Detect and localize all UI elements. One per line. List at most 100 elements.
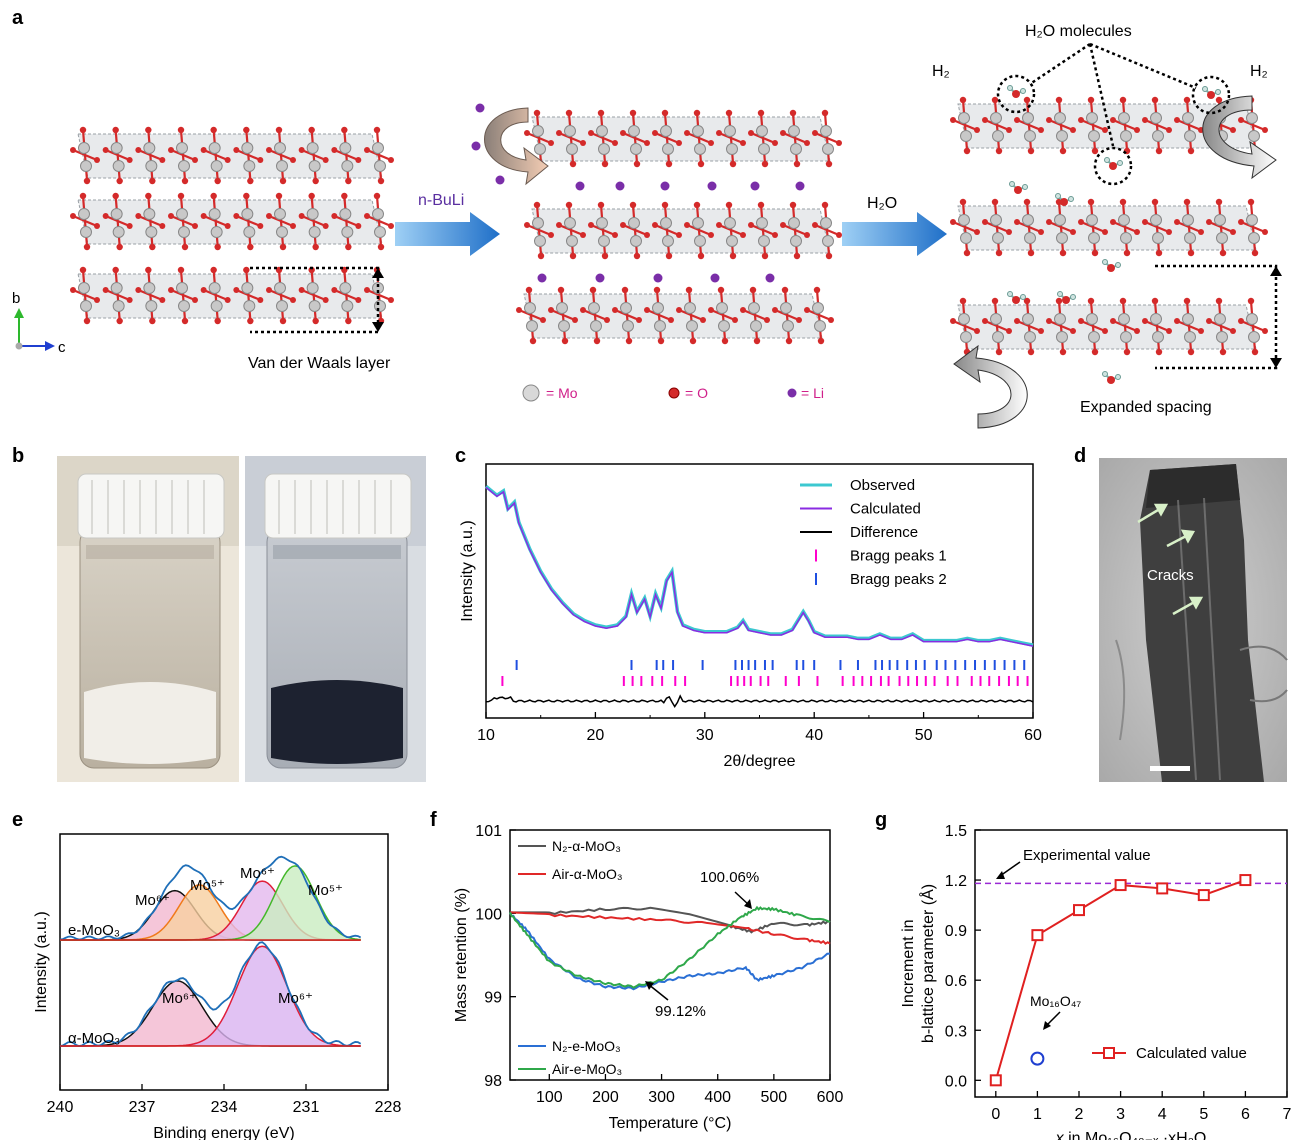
o-atom <box>200 213 207 219</box>
o-atom <box>748 130 754 136</box>
mo-atom <box>1022 313 1034 325</box>
o-atom <box>685 286 693 294</box>
o-atom <box>612 140 618 146</box>
mo-o-bond <box>1144 319 1170 333</box>
o-atom <box>94 297 100 303</box>
mo-o-bond <box>301 214 327 228</box>
series-line <box>509 911 831 991</box>
o-atom <box>192 223 198 229</box>
o-atom <box>1006 127 1012 133</box>
calculated-point <box>1114 879 1127 892</box>
o-atom <box>537 252 545 260</box>
mo-o-bond <box>526 223 552 237</box>
o-atom <box>753 337 761 345</box>
mo-atom <box>1216 232 1228 244</box>
mo-o-bond <box>235 288 261 302</box>
o-atom <box>772 140 778 146</box>
o-atom <box>145 266 152 274</box>
envelope-line <box>59 855 362 941</box>
o-atom <box>266 287 272 293</box>
h2o-callout-lines <box>996 42 1231 186</box>
o-atom <box>1070 127 1076 133</box>
h2-left-label: H₂ <box>932 63 950 80</box>
o-atom <box>1219 249 1227 257</box>
axis-c-label: c <box>58 339 66 356</box>
mo-atom <box>1056 130 1068 142</box>
mo-atom <box>110 208 123 220</box>
o-atom <box>1087 297 1095 305</box>
x-tick-label: 50 <box>915 727 933 744</box>
o-atom <box>168 287 174 293</box>
o-atom <box>1206 219 1212 225</box>
mo-o-bond <box>718 131 744 145</box>
o-atom <box>355 223 362 229</box>
o-atom <box>247 243 254 251</box>
mo-atom <box>596 125 608 137</box>
panel-label-g: g <box>875 809 887 831</box>
mo-atom <box>716 302 728 314</box>
sample-label: e-MoO₃ <box>68 922 120 939</box>
o-atom <box>601 160 609 168</box>
water-hydrogen <box>1009 181 1015 187</box>
tem-image: Cracks <box>1099 458 1288 782</box>
o-atom <box>331 147 338 153</box>
legend-label: N₂-α-MoO₃ <box>552 838 621 854</box>
o-atom <box>116 243 123 251</box>
mo-o-bond <box>170 288 196 302</box>
o-atom <box>1187 348 1195 356</box>
mo-atom <box>306 208 319 220</box>
o-atom <box>135 287 142 293</box>
mo-atom <box>372 142 384 154</box>
o-atom <box>959 297 967 305</box>
mo-atom <box>145 226 158 238</box>
o-atom <box>1078 117 1084 123</box>
o-atom <box>257 223 264 229</box>
panel-label-f: f <box>430 809 437 831</box>
annotation-arrow <box>1045 1011 1061 1027</box>
o-atom <box>780 130 786 136</box>
o-atom <box>1038 127 1044 133</box>
peak-label: Mo⁵⁺ <box>308 882 343 899</box>
mo-atom <box>178 160 190 172</box>
mo-atom <box>812 302 824 314</box>
li-atom <box>475 103 485 113</box>
o-atom <box>1091 147 1099 155</box>
crystal-slab <box>531 116 831 162</box>
vdw-bracket <box>250 266 384 334</box>
mo-o-bond <box>806 308 832 322</box>
x-tick-label: 200 <box>592 1089 619 1106</box>
x-axis-label: x in Mo₁₆O₄₈₋ₓ ·xH₂O <box>1055 1130 1207 1140</box>
mo-atom <box>243 300 256 312</box>
mo-atom <box>1118 214 1130 226</box>
mo-atom <box>208 208 221 220</box>
chart-e-xps: 240 237 234 231 228 Binding energy (eV) Intens… <box>33 833 401 1140</box>
mo-o-bond <box>952 319 978 333</box>
mo-atom <box>145 300 158 312</box>
mo-atom <box>1184 130 1196 142</box>
plot-frame <box>485 463 1034 719</box>
mo-o-bond <box>558 223 584 237</box>
series-line <box>509 911 831 945</box>
o-atom <box>1078 318 1084 324</box>
o-atom <box>1155 147 1163 155</box>
o-atom <box>1262 229 1268 235</box>
plot-frame <box>59 833 389 1091</box>
water-oxygen <box>1107 376 1115 384</box>
legend-label: Calculated value <box>1136 1045 1247 1062</box>
o-atom <box>1251 348 1259 356</box>
mo-o-bond <box>814 223 840 237</box>
mo-o-bond <box>137 288 163 302</box>
mo-o-bond <box>558 131 584 145</box>
o-atom <box>1123 348 1131 356</box>
mo-atom <box>308 226 321 238</box>
o-atom <box>1183 297 1191 305</box>
o-atom <box>94 157 100 163</box>
mo-o-bond <box>782 223 808 237</box>
li-atom <box>710 273 720 283</box>
mo-o-bond <box>268 288 294 302</box>
o-atom <box>1091 249 1099 257</box>
mo-o-bond <box>72 214 98 228</box>
mo-o-bond <box>1240 118 1266 132</box>
mo-o-bond <box>750 131 776 145</box>
mo-atom <box>564 125 576 137</box>
